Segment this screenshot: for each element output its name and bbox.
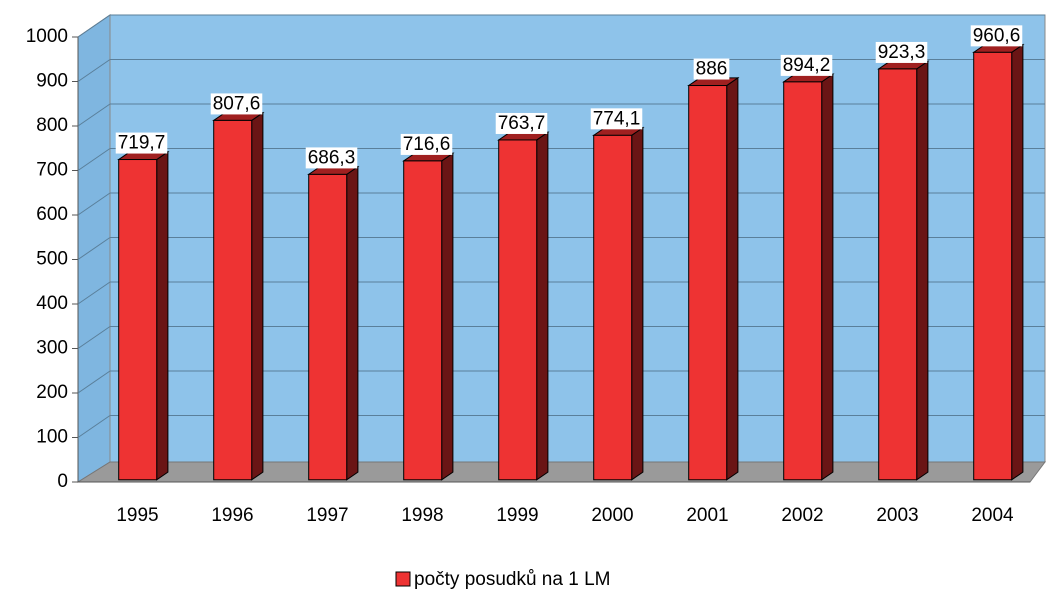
legend-label: počty posudků na 1 LM: [414, 569, 610, 590]
y-tick-label: 400: [36, 293, 68, 314]
value-label-box: [305, 147, 358, 169]
bar-side: [631, 126, 644, 481]
bar-side: [916, 60, 929, 481]
x-tick-label: 2004: [971, 505, 1014, 526]
grid-line: [77, 59, 111, 82]
y-tick-label: 700: [36, 160, 68, 181]
value-label-box: [400, 133, 453, 155]
value-label: 763,7: [498, 113, 546, 134]
y-tick-label: 100: [36, 427, 68, 448]
value-label-box: [590, 108, 643, 130]
grid-line: [77, 281, 111, 305]
y-tick-label: 0: [57, 471, 68, 492]
grid-line: [77, 148, 111, 171]
x-tick-label: 2003: [876, 505, 918, 526]
value-label: 686,3: [308, 147, 356, 168]
x-tick-label: 1998: [401, 505, 443, 526]
grid-line: [77, 14, 111, 38]
grid-line: [77, 192, 111, 216]
x-tick-label: 2001: [686, 505, 728, 526]
value-label: 960,6: [973, 25, 1021, 46]
bar-side: [536, 131, 549, 481]
bar-side: [1011, 43, 1024, 481]
legend-swatch: [395, 571, 411, 587]
value-label-box: [780, 54, 833, 76]
value-label: 774,1: [593, 108, 641, 129]
value-label: 719,7: [118, 133, 166, 154]
bar: [593, 134, 633, 481]
x-tick-label: 2002: [781, 505, 823, 526]
bar-side: [821, 73, 834, 481]
grid-line: [77, 237, 111, 260]
x-tick-label: 1996: [211, 505, 253, 526]
bar: [118, 159, 158, 481]
y-tick-label: 200: [36, 382, 68, 403]
value-label: 807,6: [213, 93, 261, 114]
y-tick-label: 600: [36, 204, 68, 225]
y-tick-label: 1000: [26, 26, 68, 47]
value-label-box: [693, 58, 730, 80]
value-label: 886: [696, 59, 728, 80]
bar: [783, 81, 823, 481]
value-label: 923,3: [878, 42, 926, 63]
grid-line: [77, 415, 111, 438]
bar: [973, 51, 1013, 481]
x-tick-label: 1999: [496, 505, 538, 526]
bar: [878, 68, 918, 481]
y-tick-label: 500: [36, 249, 68, 270]
bar-side: [251, 111, 264, 481]
bar: [308, 173, 348, 481]
y-tick-label: 800: [36, 115, 68, 136]
bar-side: [726, 76, 739, 481]
value-label: 716,6: [403, 134, 451, 155]
y-tick-label: 300: [36, 338, 68, 359]
bar: [403, 160, 443, 481]
bar-side: [441, 152, 454, 481]
x-tick-label: 2000: [591, 505, 633, 526]
grid-line: [77, 370, 111, 394]
value-label: 894,2: [783, 55, 831, 76]
bar: [688, 85, 728, 481]
value-label-box: [115, 132, 168, 154]
value-label-box: [875, 41, 928, 63]
grid-line: [77, 326, 111, 349]
x-tick-label: 1997: [306, 505, 348, 526]
x-tick-label: 1995: [116, 505, 158, 526]
value-label-box: [970, 25, 1023, 47]
value-label-box: [210, 93, 263, 115]
value-label-box: [495, 112, 548, 134]
grid-line: [77, 103, 111, 127]
bar: [213, 119, 253, 481]
y-tick-label: 900: [36, 71, 68, 92]
bar: [498, 139, 538, 481]
bar-side: [346, 165, 359, 481]
bar-side: [156, 150, 169, 481]
